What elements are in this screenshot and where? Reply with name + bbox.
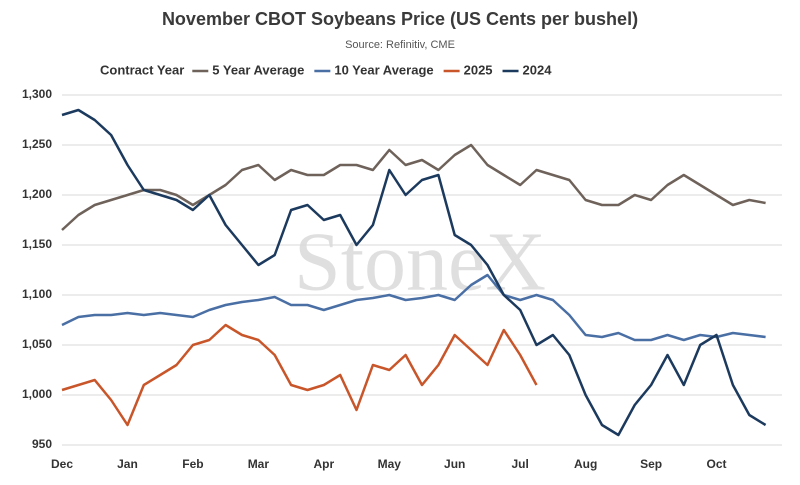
x-tick-label: Dec bbox=[51, 457, 73, 471]
watermark: StoneX bbox=[294, 215, 546, 308]
series-line bbox=[61, 143, 766, 231]
y-tick-label: 1,000 bbox=[22, 387, 52, 401]
y-tick-label: 1,050 bbox=[22, 337, 52, 351]
y-tick-label: 1,300 bbox=[22, 87, 52, 101]
y-tick-label: 1,100 bbox=[22, 287, 52, 301]
legend-label: 10 Year Average bbox=[334, 62, 433, 77]
x-tick-label: Feb bbox=[182, 457, 203, 471]
series-line bbox=[61, 108, 767, 437]
x-tick-label: Aug bbox=[574, 457, 597, 471]
series-line bbox=[61, 323, 538, 427]
x-tick-label: Jul bbox=[512, 457, 529, 471]
y-tick-label: 1,200 bbox=[22, 187, 52, 201]
y-tick-label: 1,250 bbox=[22, 137, 52, 151]
chart-subtitle: Source: Refinitiv, CME bbox=[345, 39, 455, 51]
y-tick-label: 1,150 bbox=[22, 237, 52, 251]
x-tick-label: May bbox=[378, 457, 402, 471]
series-line bbox=[61, 273, 766, 342]
chart-title: November CBOT Soybeans Price (US Cents p… bbox=[162, 9, 638, 29]
x-tick-label: Jan bbox=[117, 457, 138, 471]
x-tick-label: Mar bbox=[248, 457, 270, 471]
legend-title: Contract Year bbox=[100, 62, 184, 77]
legend-label: 5 Year Average bbox=[212, 62, 304, 77]
x-tick-label: Sep bbox=[640, 457, 662, 471]
x-tick-label: Apr bbox=[313, 457, 334, 471]
x-tick-label: Oct bbox=[707, 457, 727, 471]
y-tick-label: 950 bbox=[32, 437, 52, 451]
legend-label: 2024 bbox=[523, 62, 553, 77]
x-tick-label: Jun bbox=[444, 457, 465, 471]
legend-label: 2025 bbox=[464, 62, 493, 77]
